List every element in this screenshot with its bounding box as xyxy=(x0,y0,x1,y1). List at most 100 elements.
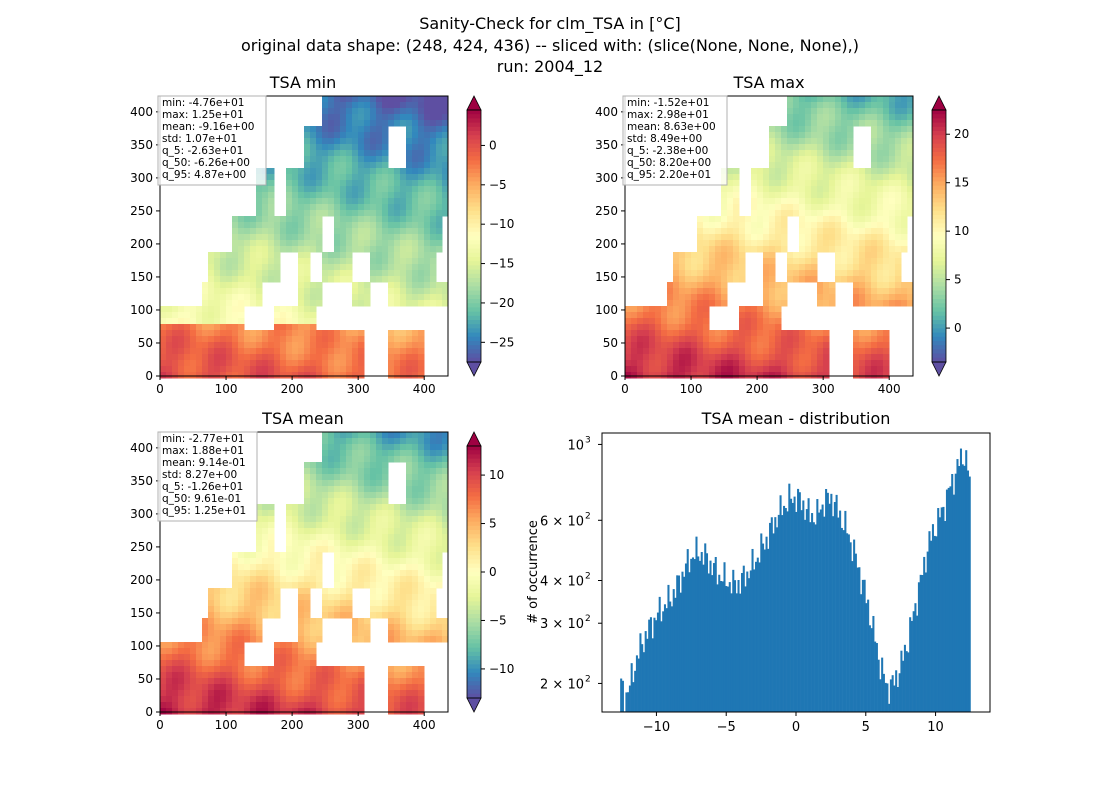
colorbar-segment xyxy=(467,693,481,699)
map-cell xyxy=(883,198,890,205)
map-cell xyxy=(346,192,353,199)
map-cell xyxy=(889,270,896,277)
map-cell xyxy=(430,636,437,643)
map-cell xyxy=(358,684,365,691)
map-cell xyxy=(268,552,275,559)
map-cell xyxy=(418,348,425,355)
map-cell xyxy=(811,360,818,367)
map-cell xyxy=(406,336,413,343)
map-cell xyxy=(214,678,221,685)
map-cell xyxy=(667,366,674,373)
map-cell xyxy=(703,348,710,355)
map-cell xyxy=(745,240,752,247)
map-cell xyxy=(382,492,389,499)
map-cell xyxy=(304,198,311,205)
histogram-bar xyxy=(723,562,726,712)
map-cell xyxy=(304,582,311,589)
map-cell xyxy=(310,294,317,301)
map-cell xyxy=(859,108,866,115)
map-cell xyxy=(358,240,365,247)
map-cell xyxy=(382,162,389,169)
map-cell xyxy=(853,336,860,343)
map-cell xyxy=(256,702,263,709)
map-cell xyxy=(286,702,293,709)
map-cell xyxy=(316,222,323,229)
map-cell xyxy=(346,168,353,175)
map-cell xyxy=(178,690,185,697)
map-cell xyxy=(424,144,431,151)
map-cell xyxy=(691,354,698,361)
map-cell xyxy=(364,234,371,241)
histogram-bar xyxy=(832,516,835,712)
map-cell xyxy=(382,564,389,571)
map-cell xyxy=(424,606,431,613)
map-cell xyxy=(358,474,365,481)
map-cell xyxy=(340,210,347,217)
map-cell xyxy=(637,312,644,319)
map-cell xyxy=(823,210,830,217)
map-cell xyxy=(859,240,866,247)
map-cell xyxy=(685,318,692,325)
map-cell xyxy=(346,678,353,685)
map-cell xyxy=(412,558,419,565)
map-cell xyxy=(406,630,413,637)
map-cell xyxy=(679,354,686,361)
map-cell xyxy=(418,552,425,559)
map-cell xyxy=(232,552,239,559)
map-cell xyxy=(631,354,638,361)
map-cell xyxy=(220,684,227,691)
map-cell xyxy=(220,678,227,685)
map-cell xyxy=(859,348,866,355)
map-cell xyxy=(208,684,215,691)
map-cell xyxy=(883,144,890,151)
map-cell xyxy=(853,240,860,247)
map-cell xyxy=(346,540,353,547)
map-cell xyxy=(262,258,269,265)
colorbar-segment xyxy=(467,357,481,363)
map-cell xyxy=(727,372,734,379)
map-cell xyxy=(679,330,686,337)
map-cell xyxy=(775,294,782,301)
map-cell xyxy=(418,336,425,343)
map-cell xyxy=(763,246,770,253)
map-cell xyxy=(697,288,704,295)
map-cell xyxy=(292,198,299,205)
map-cell xyxy=(709,282,716,289)
map-cell xyxy=(781,294,788,301)
map-cell xyxy=(811,276,818,283)
map-cell xyxy=(388,546,395,553)
map-cell xyxy=(220,588,227,595)
map-cell xyxy=(406,444,413,451)
map-cell xyxy=(274,270,281,277)
map-cell xyxy=(346,360,353,367)
map-cell xyxy=(262,594,269,601)
map-cell xyxy=(889,96,896,103)
map-cell xyxy=(358,180,365,187)
map-cell xyxy=(871,246,878,253)
map-cell xyxy=(298,318,305,325)
map-cell xyxy=(763,180,770,187)
map-cell xyxy=(388,354,395,361)
map-cell xyxy=(793,252,800,259)
map-cell xyxy=(346,600,353,607)
map-cell xyxy=(382,594,389,601)
map-cell xyxy=(178,702,185,709)
histogram-bar xyxy=(744,586,747,712)
map-cell xyxy=(679,366,686,373)
map-cell xyxy=(274,312,281,319)
map-cell xyxy=(310,462,317,469)
histogram-bar xyxy=(893,685,896,712)
map-cell xyxy=(418,102,425,109)
map-cell xyxy=(358,558,365,565)
map-cell xyxy=(817,192,824,199)
map-cell xyxy=(895,132,902,139)
map-cell xyxy=(424,450,431,457)
map-cell xyxy=(823,102,830,109)
map-cell xyxy=(787,264,794,271)
map-cell xyxy=(763,264,770,271)
colorbar-segment xyxy=(467,147,481,153)
map-cell xyxy=(220,666,227,673)
map-cell xyxy=(871,198,878,205)
map-cell xyxy=(382,150,389,157)
map-cell xyxy=(238,294,245,301)
